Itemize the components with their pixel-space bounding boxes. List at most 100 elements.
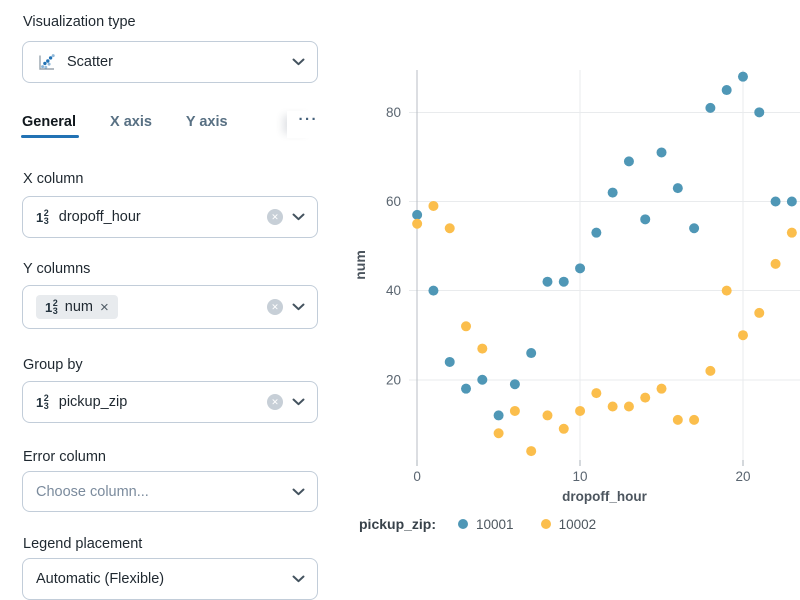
scatter-point-10001[interactable] bbox=[656, 147, 667, 158]
tab-overflow-button[interactable]: ··· bbox=[286, 111, 318, 138]
y-tick-label: 80 bbox=[386, 105, 401, 120]
chevron-down-icon bbox=[292, 58, 305, 66]
legend-item-10002[interactable]: 10002 bbox=[540, 516, 597, 532]
scatter-point-10002[interactable] bbox=[623, 401, 634, 412]
chevron-down-icon bbox=[292, 488, 305, 496]
group-by-value: pickup_zip bbox=[58, 394, 128, 410]
scatter-point-10002[interactable] bbox=[689, 414, 700, 425]
x-axis-title: dropoff_hour bbox=[562, 489, 647, 504]
chart-legend: pickup_zip: 10001 10002 bbox=[359, 516, 623, 532]
visualization-config-panel: Visualization type Scatter General X axi… bbox=[0, 0, 340, 600]
scatter-point-10002[interactable] bbox=[607, 401, 618, 412]
y-tick-label: 40 bbox=[386, 283, 401, 298]
y-axis-title: num bbox=[352, 250, 368, 280]
scatter-point-10002[interactable] bbox=[444, 223, 455, 234]
x-tick-label: 0 bbox=[413, 469, 421, 484]
y-tick-label: 60 bbox=[386, 194, 401, 209]
viz-type-label: Visualization type bbox=[23, 14, 136, 30]
tab-y-axis[interactable]: Y axis bbox=[185, 114, 228, 130]
scatter-chart[interactable]: 20 40 60 80 0 10 20 num dropoff_hour bbox=[340, 0, 800, 586]
tab-x-axis[interactable]: X axis bbox=[110, 114, 152, 130]
scatter-point-10002[interactable] bbox=[737, 330, 748, 341]
scatter-point-10001[interactable] bbox=[705, 102, 716, 113]
y-columns-label: Y columns bbox=[23, 261, 91, 277]
scatter-point-10001[interactable] bbox=[754, 107, 765, 118]
scatter-point-10001[interactable] bbox=[558, 276, 569, 287]
chevron-down-icon bbox=[292, 213, 305, 221]
chevron-down-icon bbox=[292, 575, 305, 583]
y-tick-label: 20 bbox=[386, 372, 401, 387]
scatter-point-10002[interactable] bbox=[672, 414, 683, 425]
scatter-point-10001[interactable] bbox=[737, 71, 748, 82]
tab-general[interactable]: General bbox=[21, 114, 79, 138]
scatter-point-10001[interactable] bbox=[689, 223, 700, 234]
scatter-point-10002[interactable] bbox=[591, 388, 602, 399]
scatter-point-10002[interactable] bbox=[705, 365, 716, 376]
legend-label: 10001 bbox=[476, 516, 514, 532]
scatter-point-10002[interactable] bbox=[640, 392, 651, 403]
legend-label: 10002 bbox=[558, 516, 597, 532]
scatter-point-10001[interactable] bbox=[786, 196, 797, 207]
legend-title: pickup_zip: bbox=[359, 516, 437, 532]
chevron-down-icon bbox=[292, 398, 305, 406]
y-column-pill-value: num bbox=[64, 299, 93, 315]
scatter-point-10001[interactable] bbox=[461, 383, 472, 394]
scatter-point-10002[interactable] bbox=[656, 383, 667, 394]
scatter-point-10001[interactable] bbox=[623, 156, 634, 167]
scatter-point-10001[interactable] bbox=[444, 356, 455, 367]
scatter-point-10002[interactable] bbox=[477, 343, 488, 354]
scatter-point-10002[interactable] bbox=[412, 218, 423, 229]
error-column-label: Error column bbox=[23, 449, 106, 465]
clear-icon[interactable]: ✕ bbox=[267, 209, 283, 225]
scatter-point-10002[interactable] bbox=[770, 258, 781, 269]
scatter-point-10001[interactable] bbox=[770, 196, 781, 207]
scatter-point-10001[interactable] bbox=[672, 183, 683, 194]
legend-swatch bbox=[458, 519, 469, 529]
legend-placement-value: Automatic (Flexible) bbox=[36, 571, 165, 587]
remove-pill-icon[interactable]: × bbox=[99, 298, 109, 316]
scatter-point-10002[interactable] bbox=[575, 405, 586, 416]
scatter-point-10001[interactable] bbox=[477, 374, 488, 385]
scatter-chart-area: 20 40 60 80 0 10 20 num dropoff_hour pickup_zip:… bbox=[340, 0, 800, 586]
scatter-point-10001[interactable] bbox=[575, 263, 586, 274]
legend-placement-label: Legend placement bbox=[23, 536, 143, 552]
scatter-point-10002[interactable] bbox=[509, 405, 520, 416]
scatter-point-10001[interactable] bbox=[640, 214, 651, 225]
scatter-point-10001[interactable] bbox=[428, 285, 439, 296]
scatter-point-10001[interactable] bbox=[412, 209, 423, 220]
legend-placement-select[interactable]: Automatic (Flexible) bbox=[22, 558, 318, 600]
viz-type-select[interactable]: Scatter bbox=[22, 41, 318, 83]
scatter-point-10001[interactable] bbox=[721, 85, 732, 96]
scatter-point-10001[interactable] bbox=[591, 227, 602, 238]
scatter-point-10001[interactable] bbox=[542, 276, 553, 287]
scatter-point-10002[interactable] bbox=[461, 321, 472, 332]
scatter-point-10001[interactable] bbox=[526, 348, 537, 359]
scatter-point-10001[interactable] bbox=[509, 379, 520, 390]
group-by-label: Group by bbox=[23, 357, 83, 373]
clear-icon[interactable]: ✕ bbox=[267, 394, 283, 410]
x-tick-label: 10 bbox=[573, 469, 588, 484]
scatter-point-10001[interactable] bbox=[607, 187, 618, 198]
legend-swatch bbox=[540, 519, 551, 529]
scatter-point-10002[interactable] bbox=[526, 446, 537, 457]
scatter-point-10002[interactable] bbox=[754, 307, 765, 318]
scatter-point-10002[interactable] bbox=[786, 227, 797, 238]
x-column-value: dropoff_hour bbox=[58, 209, 141, 225]
chevron-down-icon bbox=[292, 303, 305, 311]
scatter-point-10002[interactable] bbox=[428, 200, 439, 211]
clear-icon[interactable]: ✕ bbox=[267, 299, 283, 315]
x-column-label: X column bbox=[23, 171, 84, 187]
error-column-select[interactable]: Choose column... bbox=[22, 471, 318, 512]
scatter-point-10001[interactable] bbox=[493, 410, 504, 421]
scatter-point-10002[interactable] bbox=[542, 410, 553, 421]
scatter-point-10002[interactable] bbox=[558, 423, 569, 434]
scatter-point-10002[interactable] bbox=[493, 428, 504, 439]
legend-item-10001[interactable]: 10001 bbox=[458, 517, 514, 532]
scatter-point-10002[interactable] bbox=[721, 285, 732, 296]
